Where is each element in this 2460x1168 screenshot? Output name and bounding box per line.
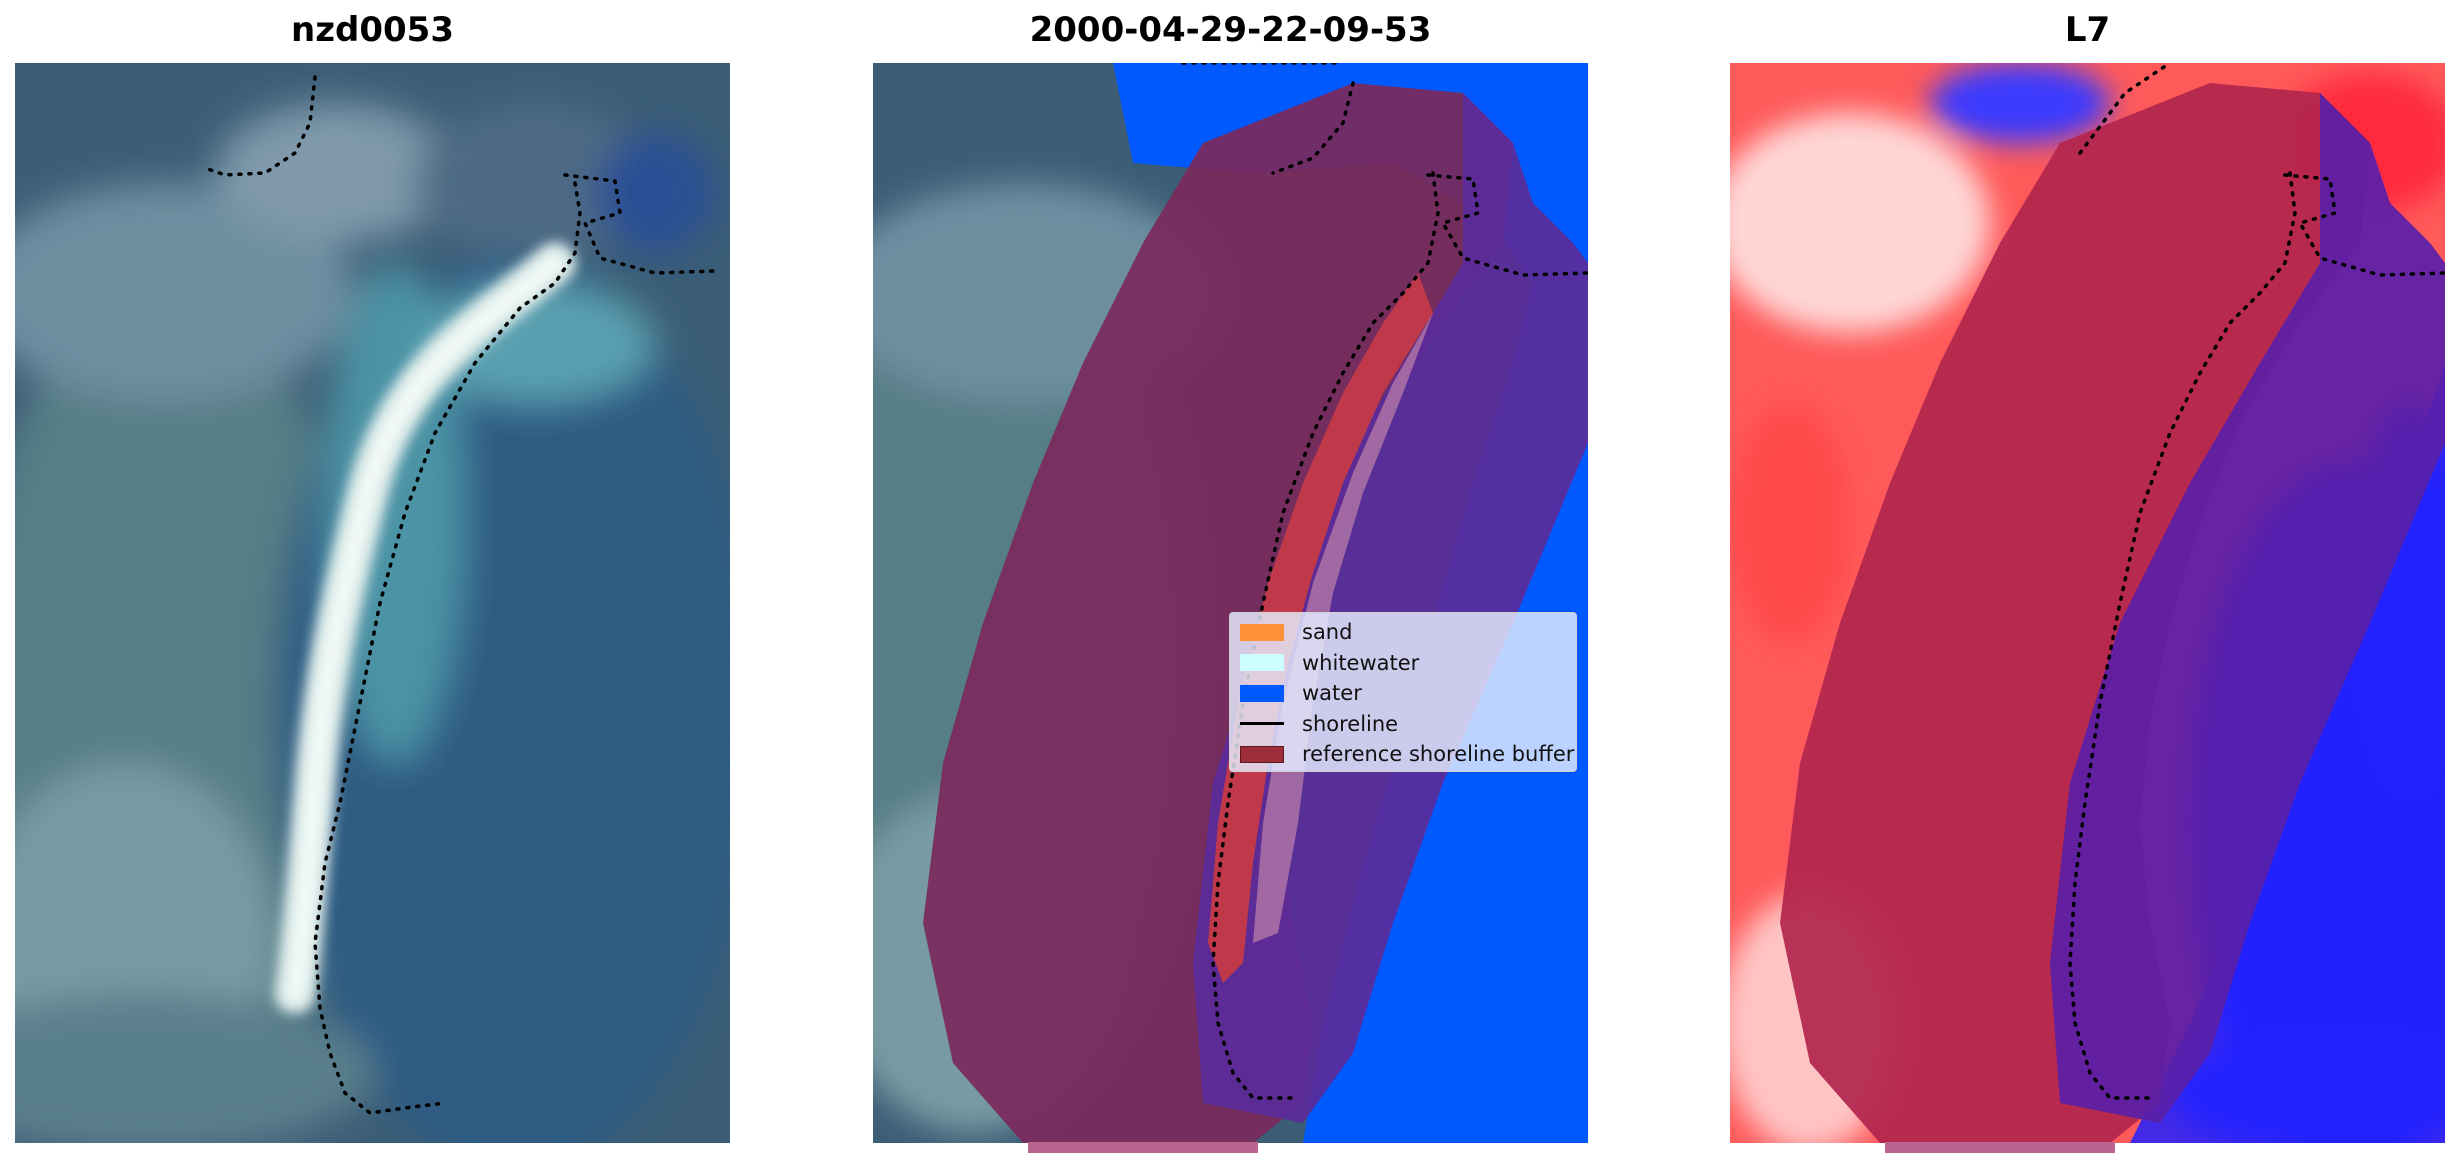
reference-shoreline-buffer — [1780, 83, 2370, 1143]
legend-label: reference shoreline buffer — [1302, 742, 1575, 767]
panel-title-image-id: nzd0053 — [291, 10, 454, 50]
legend-item-water: water — [1240, 678, 1566, 709]
water-swatch — [1240, 684, 1284, 702]
index-image — [1730, 63, 2445, 1143]
legend-item-buffer: reference shoreline buffer — [1240, 739, 1574, 770]
buffer-bottom-strip — [1885, 1142, 2115, 1153]
legend: sand whitewater water shoreline referenc… — [1229, 612, 1577, 772]
shoreline-line-swatch — [1240, 722, 1284, 726]
buffer-swatch — [1240, 745, 1284, 763]
rgb-satellite-image — [15, 63, 730, 1143]
classified-image — [873, 63, 1588, 1143]
panel-title-satellite: L7 — [2064, 10, 2111, 50]
legend-item-shoreline: shoreline — [1240, 709, 1566, 740]
shoreline-dotted — [203, 75, 582, 1115]
legend-label: sand — [1302, 620, 1353, 645]
shoreline-dotted — [2068, 63, 2297, 1100]
legend-item-sand: sand — [1240, 617, 1566, 648]
legend-item-whitewater: whitewater — [1240, 648, 1566, 679]
sand-swatch — [1240, 623, 1284, 641]
panel-title-date: 2000-04-29-22-09-53 — [1029, 10, 1432, 50]
legend-label: shoreline — [1302, 711, 1399, 736]
sand-strip — [1208, 273, 1433, 983]
buffer-bottom-strip — [1028, 1142, 1258, 1153]
whitewater-swatch — [1240, 654, 1284, 672]
reference-shoreline-buffer — [923, 83, 1513, 1143]
legend-label: whitewater — [1302, 650, 1420, 675]
shoreline-dotted — [1181, 63, 1440, 1100]
water-class-region — [1113, 63, 1588, 1143]
legend-label: water — [1302, 681, 1362, 706]
